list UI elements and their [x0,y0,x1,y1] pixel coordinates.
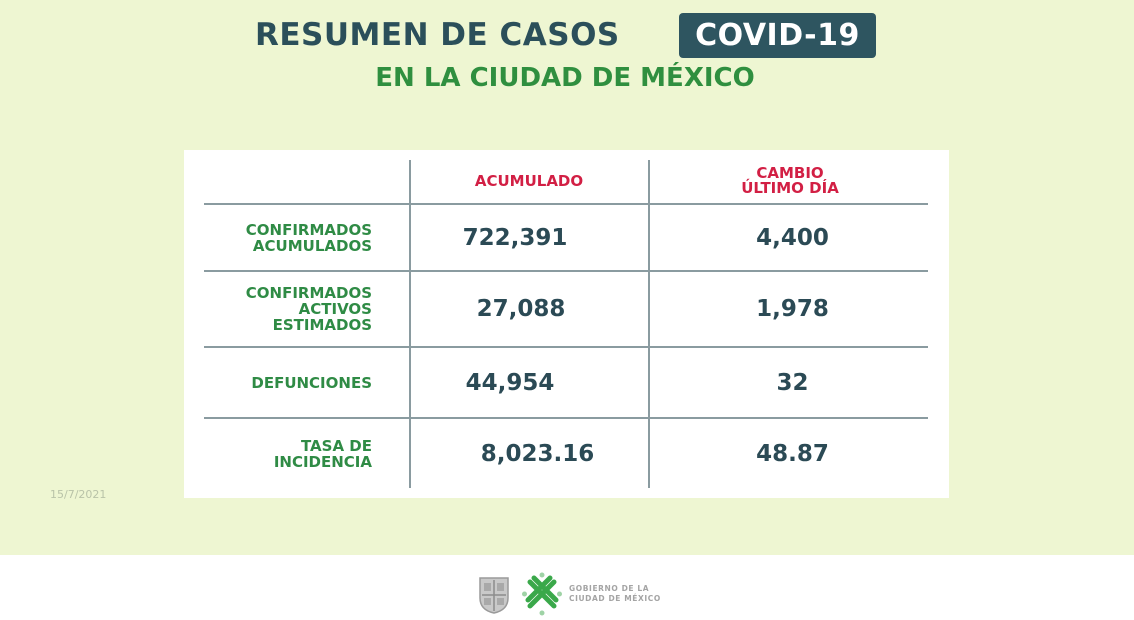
footer [0,555,1134,620]
row-divider [204,270,928,272]
value-cambio: 1,978 [756,296,829,322]
report-date: 15/7/2021 [50,488,107,501]
row-divider [204,417,928,419]
value-acumulado: 27,088 [476,296,566,322]
value-acumulado: 44,954 [465,369,555,396]
column-header-acumulado: ACUMULADO [410,160,648,203]
row-label-line: CONFIRMADOS [245,284,372,302]
gov-cdmx-wordmark: GOBIERNO DE LA CIUDAD DE MÉXICO [569,584,661,604]
row-label-line: ACTIVOS [298,300,372,318]
header-label-line1: CAMBIO [756,163,824,182]
gov-line1: GOBIERNO DE LA [569,584,650,593]
row-label-line: TASA DE [300,437,372,455]
row-divider [204,346,928,348]
header-label-line2: ÚLTIMO DÍA [741,178,839,197]
covid-badge: COVID-19 [679,13,876,58]
value-cambio: 32 [776,369,809,396]
row-divider [204,203,928,205]
value-acumulado: 8,023.16 [480,441,595,467]
column-header-cambio: CAMBIO ÚLTIMO DÍA [650,158,930,203]
title-text: RESUMEN DE CASOS [255,17,620,53]
subtitle-text: EN LA CIUDAD DE MÉXICO [375,63,755,93]
row-label-line: DEFUNCIONES [251,373,372,392]
column-divider [648,160,650,488]
value-cambio: 4,400 [756,224,829,251]
gov-line2: CIUDAD DE MÉXICO [569,594,661,603]
cases-table: ACUMULADO CAMBIO ÚLTIMO DÍA CONFIRMADOS … [184,150,949,498]
coat-of-arms-icon [479,577,509,614]
row-label-defunciones: DEFUNCIONES [204,348,372,417]
value-acumulado: 722,391 [462,224,568,251]
row-label-line: CONFIRMADOS [245,220,372,239]
row-label-line: ESTIMADOS [272,316,372,334]
page-title: RESUMEN DE CASOS [255,12,620,58]
page-subtitle: EN LA CIUDAD DE MÉXICO [0,63,1134,93]
column-divider [409,160,411,488]
row-label-tasa-incidencia: TASA DE INCIDENCIA [204,419,372,489]
row-label-line: INCIDENCIA [273,453,372,471]
header-label: ACUMULADO [474,172,584,190]
row-label-confirmados-activos: CONFIRMADOS ACTIVOS ESTIMADOS [204,272,372,346]
summary-slide: RESUMEN DE CASOS COVID-19 EN LA CIUDAD D… [0,0,1134,555]
row-label-line: ACUMULADOS [252,236,372,255]
cdmx-logo-icon [522,572,562,616]
row-label-confirmados-acumulados: CONFIRMADOS ACUMULADOS [204,205,372,270]
value-cambio: 48.87 [756,441,829,467]
